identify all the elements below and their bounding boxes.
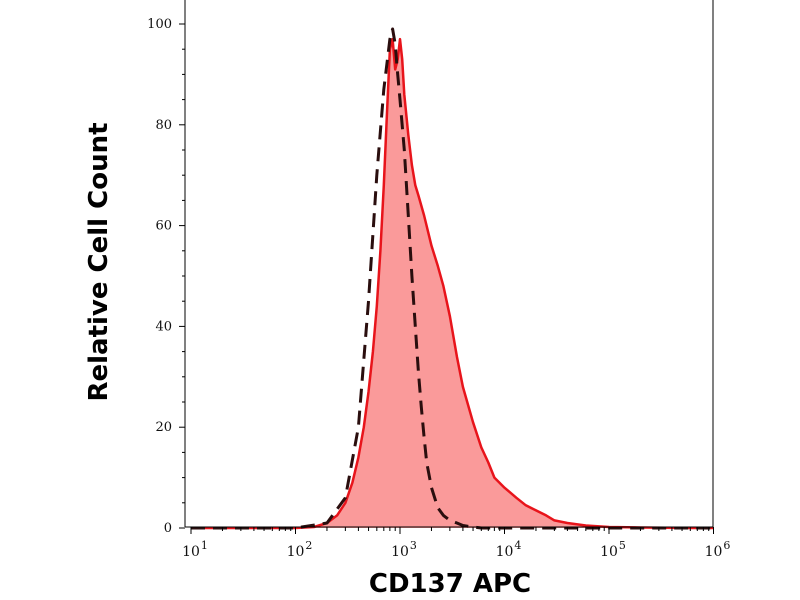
x-tick-label: 105 — [600, 539, 626, 560]
x-tick-label: 104 — [496, 539, 522, 560]
y-tick-label: 40 — [155, 319, 172, 334]
y-tick-label: 60 — [155, 219, 172, 234]
y-tick-label: 0 — [164, 521, 172, 536]
x-tick-label: 103 — [391, 539, 417, 560]
x-tick-label: 102 — [287, 539, 313, 560]
y-tick-label: 20 — [155, 420, 172, 435]
stained-histogram-fill — [191, 39, 714, 528]
y-tick-label: 100 — [147, 17, 172, 32]
x-axis-title: CD137 APC — [369, 569, 531, 599]
y-axis-title: Relative Cell Count — [84, 122, 114, 401]
stained-histogram-line — [191, 37, 714, 530]
control-histogram-dashed-line — [191, 27, 714, 530]
x-tick-label: 106 — [705, 539, 731, 560]
x-tick-label: 101 — [182, 539, 208, 560]
y-tick-label: 80 — [155, 118, 172, 133]
